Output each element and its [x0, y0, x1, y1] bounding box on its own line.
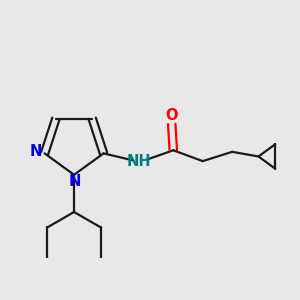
Text: NH: NH	[127, 154, 152, 169]
Text: N: N	[30, 144, 42, 159]
Text: N: N	[68, 174, 81, 189]
Text: O: O	[166, 108, 178, 123]
